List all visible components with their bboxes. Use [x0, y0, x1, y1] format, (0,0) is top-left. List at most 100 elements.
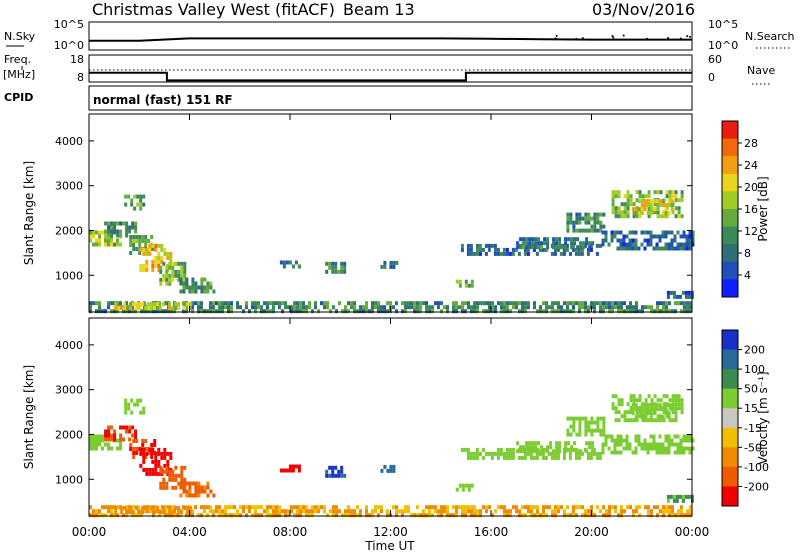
scatter-cell: [129, 506, 133, 511]
scatter-cell: [679, 446, 683, 451]
scatter-cell: [521, 309, 524, 314]
scatter-cell: [157, 255, 161, 260]
scatter-cell: [535, 251, 539, 256]
scatter-cell: [655, 446, 659, 451]
scatter-cell: [183, 477, 187, 482]
scatter-cell: [632, 210, 636, 215]
colorbar-block: [722, 466, 738, 487]
scatter-cell: [554, 509, 557, 514]
scatter-cell: [599, 305, 602, 310]
scatter-cell: [148, 251, 152, 256]
scatter-cell: [328, 473, 332, 478]
nsearch-label: N.Search: [745, 30, 795, 43]
scatter-cell: [162, 510, 166, 515]
scatter-cell: [260, 505, 263, 510]
scatter-cell: [104, 437, 108, 442]
scatter-cell: [668, 505, 671, 510]
scatter-cell: [547, 451, 551, 456]
scatter-cell: [656, 418, 660, 423]
scatter-cell: [236, 301, 239, 306]
scatter-cell: [689, 309, 692, 314]
power-y-axis-label: Slant Range [km]: [22, 161, 36, 265]
scatter-cell: [467, 483, 471, 488]
scatter-cell: [291, 468, 295, 473]
scatter-cell: [113, 437, 117, 442]
scatter-cell: [662, 305, 665, 310]
scatter-cell: [499, 451, 503, 456]
scatter-cell: [230, 305, 233, 310]
scatter-cell: [527, 509, 530, 514]
scatter-cell: [593, 428, 597, 433]
scatter-cell: [221, 305, 224, 310]
scatter-cell: [662, 509, 665, 514]
scatter-cell: [350, 301, 353, 306]
scatter-cell: [168, 261, 172, 266]
scatter-cell: [466, 247, 470, 252]
colorbar-block: [722, 261, 738, 280]
cpid-panel: CPID normal (fast) 151 RF: [4, 85, 693, 111]
scatter-cell: [257, 305, 260, 310]
scatter-cell: [554, 309, 557, 314]
scatter-cell: [623, 509, 626, 514]
scatter-cell: [661, 446, 665, 451]
scatter-cell: [171, 265, 175, 270]
scatter-cell: [138, 239, 142, 243]
scatter-cell: [404, 301, 407, 306]
scatter-cell: [443, 505, 446, 510]
scatter-cell: [582, 241, 586, 246]
scatter-cell: [661, 415, 665, 420]
scatter-cell: [577, 455, 581, 460]
scatter-cell: [526, 247, 530, 252]
scatter-cell: [314, 505, 317, 510]
scatter-cell: [460, 243, 464, 248]
scatter-cell: [128, 425, 132, 430]
scatter-cell: [110, 509, 113, 514]
scatter-cell: [132, 510, 136, 515]
scatter-cell: [555, 241, 559, 246]
scatter-cell: [674, 410, 678, 415]
scatter-cell: [634, 207, 638, 212]
scatter-cell: [643, 246, 647, 251]
scatter-cell: [503, 513, 506, 518]
scatter-cell: [224, 509, 227, 514]
scatter-cell: [308, 509, 311, 514]
scatter-cell: [691, 238, 695, 243]
scatter-cell: [218, 513, 221, 518]
scatter-cell: [688, 434, 692, 439]
scatter-cell: [566, 220, 570, 225]
scatter-cell: [595, 451, 599, 456]
scatter-cell: [485, 301, 488, 306]
scatter-cell: [179, 289, 183, 294]
scatter-cell: [511, 447, 515, 452]
scatter-cell: [643, 203, 647, 208]
scatter-cell: [578, 309, 581, 314]
scatter-cell: [152, 505, 155, 510]
scatter-cell: [89, 434, 92, 439]
scatter-cell: [685, 446, 689, 451]
x-tick-label: 04:00: [172, 525, 207, 539]
scatter-cell: [593, 220, 597, 225]
scatter-cell: [664, 230, 668, 235]
scatter-cell: [145, 467, 149, 472]
scatter-cell: [650, 418, 654, 423]
scatter-cell: [116, 238, 119, 243]
scatter-cell: [674, 418, 678, 423]
scatter-cell: [623, 309, 626, 314]
scatter-cell: [572, 416, 576, 421]
scatter-cell: [101, 446, 104, 451]
scatter-cell: [685, 438, 689, 443]
scatter-cell: [524, 309, 527, 314]
scatter-cell: [153, 443, 157, 447]
scatter-cell: [531, 445, 535, 450]
scatter-cell: [380, 305, 383, 310]
scatter-cell: [634, 407, 638, 412]
scatter-cell: [613, 234, 617, 239]
scatter-cell: [157, 251, 161, 256]
scatter-cell: [590, 432, 594, 437]
scatter-cell: [138, 235, 142, 239]
scatter-cell: [144, 447, 148, 451]
scatter-cell: [562, 455, 566, 460]
scatter-cell: [647, 206, 651, 211]
